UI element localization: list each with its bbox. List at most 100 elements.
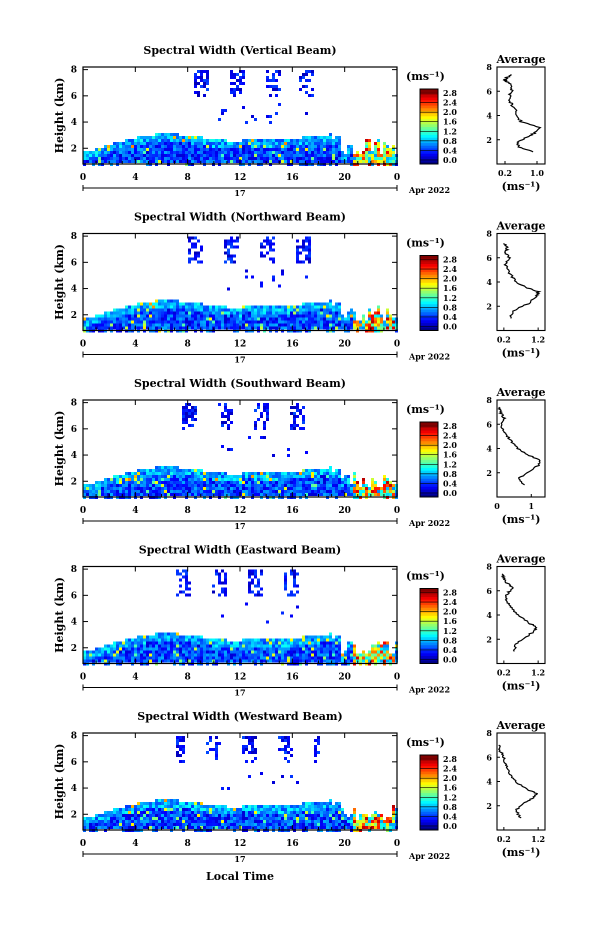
colorbar-tick-label: 1.2: [443, 459, 457, 469]
colorbar-segment: [420, 795, 438, 799]
colorbar-tick-label: 0.8: [443, 635, 457, 645]
avg-y-tick-label: 8: [486, 395, 492, 405]
x-tick-label: 20: [338, 340, 351, 350]
colorbar-segment: [420, 263, 438, 267]
x-tick-label: 0: [394, 673, 400, 683]
x-tick-label: 8: [185, 506, 191, 516]
colorbar-segment: [420, 107, 438, 111]
colorbar-segment: [420, 301, 438, 305]
colorbar-segment: [420, 282, 438, 286]
colorbar-segment: [420, 97, 438, 101]
heatmap-cells: [83, 236, 398, 333]
x-tick-label: 4: [132, 173, 138, 183]
colorbar-segment: [420, 303, 438, 307]
colorbar-frame: [419, 588, 439, 664]
colorbar-tick-label: 1.2: [443, 626, 457, 636]
x-tick-label: 8: [185, 340, 191, 350]
colorbar-segment: [420, 755, 438, 759]
x-tick-label: 20: [338, 173, 351, 183]
x-tick-label: 8: [185, 173, 191, 183]
date-label: Apr 2022: [408, 685, 450, 695]
colorbar-tick-label: 2.8: [443, 421, 457, 431]
avg-y-tick-label: 4: [486, 444, 492, 454]
colorbar-segment: [420, 430, 438, 434]
colorbar-tick-label: 2.8: [443, 88, 457, 98]
colorbar-tick-label: 2.0: [443, 274, 457, 284]
average-profile-line: [500, 573, 538, 652]
colorbar-segment: [420, 268, 438, 273]
heatmap-cells: [83, 736, 398, 832]
panel-2: Spectral Width (Northward Beam) 2 4 6 8 Heigh…: [53, 211, 546, 365]
average-x-label: (ms⁻¹): [502, 513, 541, 526]
colorbar-segment: [420, 113, 438, 117]
colorbar-tick-label: 2.4: [443, 264, 457, 274]
colorbar-segment: [420, 284, 438, 289]
y-tick-label: 6: [71, 591, 77, 601]
y-tick-label: 8: [71, 399, 77, 409]
x-tick-label: 12: [234, 173, 247, 183]
average-profile-line: [502, 74, 542, 153]
colorbar-segment: [420, 451, 438, 455]
colorbar-segment: [420, 118, 438, 122]
colorbar-segment: [420, 327, 438, 331]
colorbar-segment: [420, 784, 438, 788]
colorbar-segment: [420, 459, 438, 463]
colorbar-segment: [420, 805, 438, 810]
colorbar-segment: [420, 760, 438, 764]
colorbar-segment: [420, 271, 438, 275]
colorbar-tick-label: 1.6: [443, 283, 457, 293]
average-frame: [496, 732, 546, 831]
colorbar-segment: [420, 615, 438, 619]
colorbar-segment: [420, 650, 438, 654]
colorbar-tick-label: 2.4: [443, 98, 457, 108]
colorbar-segment: [420, 139, 438, 144]
x-axis-label: Local Time: [206, 870, 274, 883]
average-profile-line: [497, 406, 541, 486]
x-tick-label: 12: [234, 340, 247, 350]
colorbar-segment: [420, 773, 438, 777]
colorbar-segment: [420, 647, 438, 651]
colorbar-segment: [420, 309, 438, 313]
colorbar-unit: (ms⁻¹): [406, 70, 445, 83]
colorbar-tick-label: 0.0: [443, 488, 457, 498]
avg-y-tick-label: 6: [486, 586, 492, 596]
x-tick-label: 0: [394, 839, 400, 849]
x-tick-label: 16: [286, 839, 299, 849]
colorbar-tick-label: 2.0: [443, 773, 457, 783]
avg-x-tick-label: 1.2: [531, 834, 545, 844]
panel-title: Spectral Width (Northward Beam): [134, 211, 346, 224]
colorbar-segment: [420, 779, 438, 783]
colorbar-segment: [420, 620, 438, 624]
avg-y-tick-label: 6: [486, 419, 492, 429]
avg-x-tick-label: 0.2: [497, 335, 511, 345]
colorbar-segment: [420, 293, 438, 297]
panel-title: Spectral Width (Eastward Beam): [139, 544, 341, 557]
x-tick-label: 4: [132, 340, 138, 350]
colorbar-segment: [420, 142, 438, 146]
colorbar-segment: [420, 819, 438, 823]
colorbar-segment: [420, 480, 438, 485]
colorbar-segment: [420, 147, 438, 152]
avg-y-tick-label: 8: [486, 229, 492, 239]
colorbar-tick-label: 0.0: [443, 655, 457, 665]
avg-x-tick-label: 1.2: [531, 668, 545, 678]
panel-3: Spectral Width (Southward Beam) 2 4 6 8 Heigh…: [53, 377, 546, 531]
average-frame: [496, 66, 546, 165]
x-tick-label: 20: [338, 506, 351, 516]
day-label: 17: [234, 688, 245, 698]
colorbar-segment: [420, 287, 438, 291]
colorbar-segment: [420, 596, 438, 600]
avg-y-tick-label: 4: [486, 111, 492, 121]
colorbar-segment: [420, 422, 438, 426]
y-tick-label: 8: [71, 66, 77, 76]
colorbar-segment: [420, 644, 438, 648]
x-tick-label: 20: [338, 839, 351, 849]
y-tick-label: 6: [71, 92, 77, 102]
y-tick-label: 8: [71, 232, 77, 242]
avg-x-tick-label: 0.2: [497, 668, 511, 678]
y-tick-label: 2: [71, 810, 77, 820]
avg-x-tick-label: 0.2: [498, 168, 512, 178]
colorbar-segment: [420, 322, 438, 326]
colorbar-segment: [420, 105, 438, 109]
colorbar-frame: [419, 88, 439, 165]
